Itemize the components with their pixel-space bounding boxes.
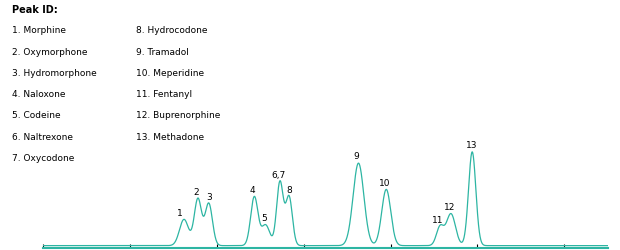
Text: 9. Tramadol: 9. Tramadol (136, 48, 189, 56)
Text: 6. Naltrexone: 6. Naltrexone (12, 132, 73, 141)
Text: 10: 10 (379, 178, 391, 188)
Text: 5. Codeine: 5. Codeine (12, 111, 61, 120)
Text: 11: 11 (432, 216, 444, 225)
Text: 13. Methadone: 13. Methadone (136, 132, 205, 141)
Text: 1: 1 (177, 208, 182, 218)
Text: 5: 5 (262, 214, 267, 223)
Text: 2. Oxymorphone: 2. Oxymorphone (12, 48, 88, 56)
Text: 1. Morphine: 1. Morphine (12, 26, 66, 35)
Text: 12: 12 (443, 203, 455, 212)
Text: 7. Oxycodone: 7. Oxycodone (12, 154, 75, 163)
Text: 3. Hydromorphone: 3. Hydromorphone (12, 69, 97, 78)
Text: 4. Naloxone: 4. Naloxone (12, 90, 66, 99)
Text: 13: 13 (466, 141, 477, 150)
Text: Peak ID:: Peak ID: (12, 5, 58, 15)
Text: 9: 9 (353, 152, 359, 161)
Text: 8. Hydrocodone: 8. Hydrocodone (136, 26, 208, 35)
Text: 8: 8 (286, 186, 293, 195)
Text: 11. Fentanyl: 11. Fentanyl (136, 90, 193, 99)
Text: 10. Meperidine: 10. Meperidine (136, 69, 205, 78)
Text: 3: 3 (206, 192, 212, 202)
Text: 12. Buprenorphine: 12. Buprenorphine (136, 111, 221, 120)
Text: 6,7: 6,7 (271, 171, 285, 180)
Text: 2: 2 (194, 188, 200, 197)
Text: 4: 4 (250, 186, 255, 195)
